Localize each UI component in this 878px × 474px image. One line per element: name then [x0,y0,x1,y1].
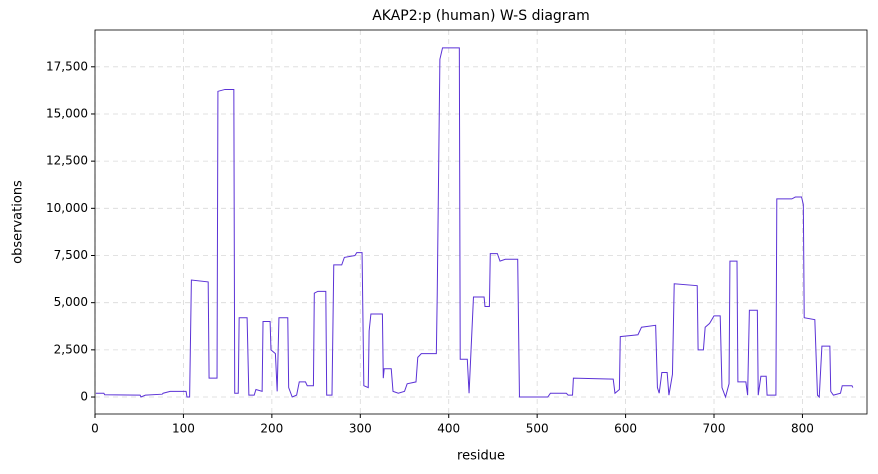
y-tick-label: 7,500 [54,248,88,262]
y-tick-label: 10,000 [46,201,88,215]
y-tick-label: 12,500 [46,154,88,168]
y-axis-label: observations [11,180,26,264]
x-tick-label: 400 [437,422,460,436]
x-tick-label: 0 [91,422,99,436]
y-tick-label: 17,500 [46,59,88,73]
x-tick-label: 200 [260,422,283,436]
y-tick-label: 0 [80,390,88,404]
x-tick-label: 800 [791,422,814,436]
data-line [95,47,854,399]
x-tick-label: 600 [614,422,637,436]
y-tick-label: 2,500 [54,342,88,356]
chart-title: AKAP2:p (human) W-S diagram [372,8,590,24]
y-tick-label: 15,000 [46,106,88,120]
x-tick-label: 100 [172,422,195,436]
x-tick-label: 300 [349,422,372,436]
x-tick-label: 700 [703,422,726,436]
y-tick-label: 5,000 [54,295,88,309]
x-tick-label: 500 [526,422,549,436]
x-axis-label: residue [457,449,505,464]
plot-frame [94,29,868,415]
